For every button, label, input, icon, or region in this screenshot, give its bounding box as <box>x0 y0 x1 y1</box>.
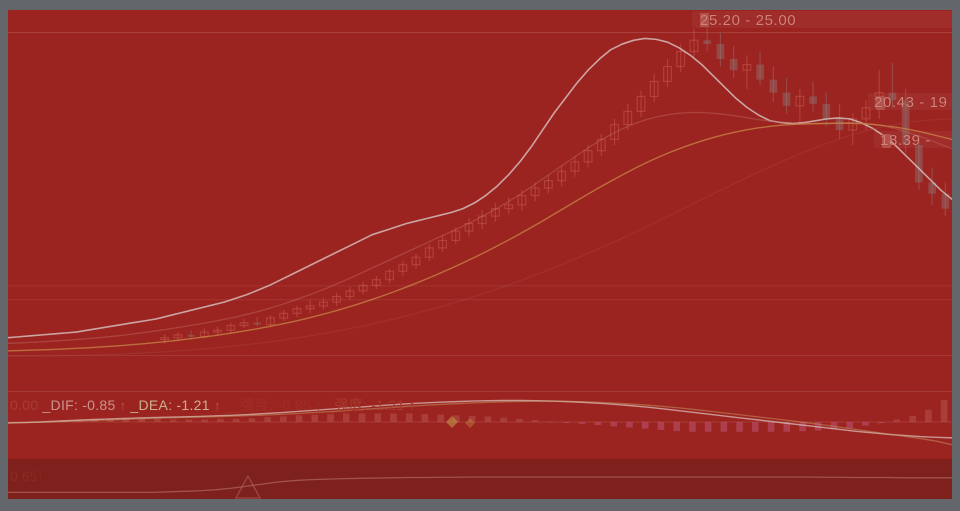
price-marker-high-icon <box>700 13 709 27</box>
panel-divider-sub <box>8 459 952 460</box>
price-tag-mid: 20.43 - 19 <box>874 94 948 111</box>
sub-legend: 0.65↑ <box>10 468 44 484</box>
price-tag-band-high <box>692 11 952 28</box>
macd-dea-arrow-icon: ↑ <box>213 398 221 413</box>
macd-strength1-value: -0.85 <box>277 397 312 413</box>
macd-dif-arrow-icon: ↑ <box>119 398 127 413</box>
macd-dea-value: -1.21 <box>176 397 210 413</box>
price-marker-mid-icon <box>876 96 885 110</box>
macd-strength2-label: _强度: <box>326 397 368 413</box>
macd-dif-label: _DIF: <box>42 397 79 413</box>
macd-strength1-arrow-icon: ↑ <box>315 397 323 413</box>
price-tag-low: 18.39 - <box>880 132 931 149</box>
macd-dif-value: -0.85 <box>82 397 116 413</box>
price-chart-panel[interactable]: 25.20 - 25.00 20.43 - 19 18.39 - <box>8 10 952 392</box>
price-guide-low <box>8 355 952 356</box>
sub-indicator-panel[interactable]: 0.65↑ <box>8 460 952 499</box>
price-guide-high <box>8 32 952 33</box>
macd-chart-svg <box>8 399 952 446</box>
macd-dea-label: _DEA: <box>130 397 173 413</box>
macd-strength1-label: __强度: <box>224 397 274 413</box>
price-tag-high: 25.20 - 25.00 <box>700 12 797 29</box>
macd-strength2-value: -1.21 <box>371 397 405 413</box>
sub-arrow-icon: ↑ <box>37 468 45 484</box>
sub-chart-svg <box>8 474 952 499</box>
price-tag-band-mid <box>868 93 952 110</box>
macd-legend: 0.00 _DIF: -0.85 ↑ _DEA: -1.21 ↑ __强度: -0.85 ↑ _强度… <box>10 395 420 415</box>
macd-zero-label: 0.00 <box>10 397 39 413</box>
macd-panel[interactable]: 0.00 _DIF: -0.85 ↑ _DEA: -1.21 ↑ __强度: -0.85 ↑ _强度… <box>8 392 952 460</box>
panel-divider-macd <box>8 391 952 392</box>
price-chart-svg <box>8 21 952 357</box>
sub-value: 0.65 <box>10 468 38 484</box>
chart-frame[interactable]: 25.20 - 25.00 20.43 - 19 18.39 - 0.00 _DI… <box>8 10 952 499</box>
price-marker-low-icon <box>882 134 891 148</box>
macd-strength2-arrow-icon: ↑ <box>408 397 416 413</box>
